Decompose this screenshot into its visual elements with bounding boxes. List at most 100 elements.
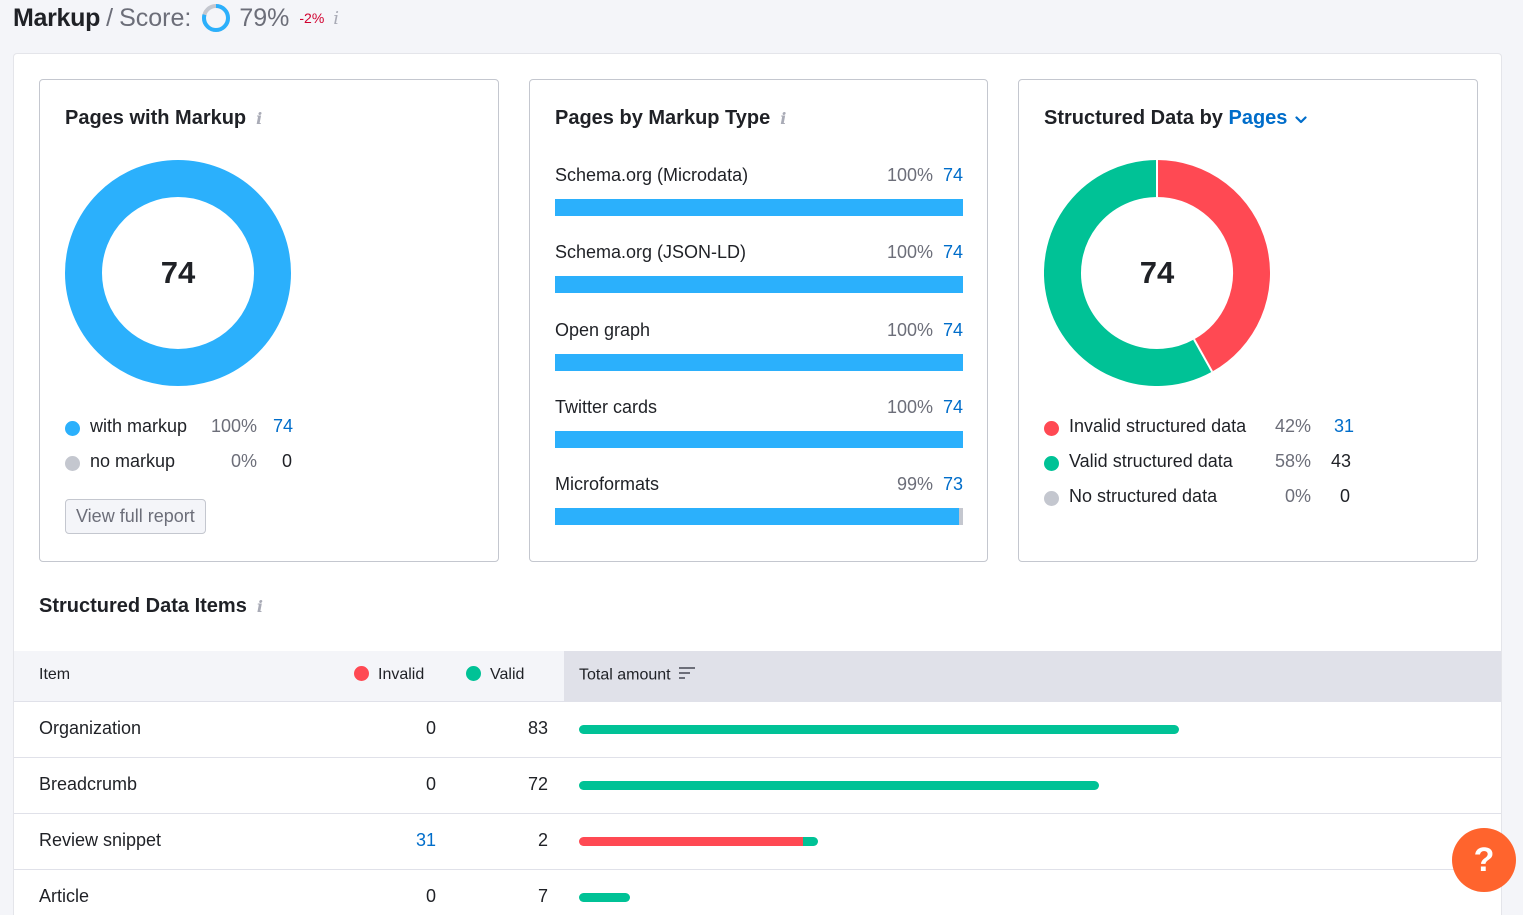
markup-type-row[interactable]: Schema.org (JSON-LD) 100% 74	[555, 239, 963, 316]
markup-type-percent: 100%	[886, 396, 933, 417]
column-header-invalid[interactable]: Invalid	[354, 666, 424, 684]
invalid-count: 0	[425, 718, 436, 738]
progress-track	[555, 276, 963, 294]
legend-dot	[65, 456, 80, 471]
legend-count-link[interactable]: 74	[273, 416, 294, 436]
donut-chart	[65, 160, 291, 386]
markup-type-percent: 100%	[886, 165, 933, 185]
markup-type-row[interactable]: Microformats 99% 73	[555, 471, 963, 548]
progress-track	[555, 199, 963, 216]
item-name: Article	[39, 886, 90, 906]
markup-type-row[interactable]: Schema.org (Microdata) 100% 74	[555, 162, 963, 239]
markup-type-row[interactable]: Open graph 100% 74	[555, 317, 963, 394]
table-row[interactable]: Organization 0 83	[14, 702, 1501, 758]
legend-label: no markup	[90, 451, 176, 471]
donut-chart	[1044, 160, 1270, 386]
valid-count: 2	[537, 830, 548, 850]
legend-dot	[354, 666, 369, 681]
progress-fill	[555, 430, 963, 448]
table-header: Item Invalid Valid Total amount	[14, 651, 1501, 702]
info-icon[interactable]: i	[333, 7, 340, 29]
column-header-item[interactable]: Item	[39, 666, 71, 683]
item-name: Breadcrumb	[39, 774, 138, 794]
view-full-report-button[interactable]: View full report	[65, 499, 206, 534]
donut-total: 74	[1139, 255, 1175, 290]
total-amount-bar	[579, 837, 818, 846]
markup-type-percent: 100%	[886, 242, 933, 263]
valid-structured-data-slice[interactable]	[1044, 160, 1213, 386]
total-amount-bar	[579, 893, 630, 902]
legend-label: Valid structured data	[1069, 451, 1233, 471]
sorted-column-highlight	[564, 651, 1501, 701]
markup-report-panel: Pages with Markup i 74 with markup 100% 7…	[13, 53, 1502, 915]
item-name: Review snippet	[39, 830, 162, 850]
section-title: Structured Data Items i	[39, 595, 263, 618]
progress-fill	[555, 199, 963, 216]
legend-count-link[interactable]: 31	[1334, 416, 1355, 436]
page-title: Markup	[13, 3, 101, 32]
invalid-structured-data-slice[interactable]	[1156, 160, 1270, 372]
table-body: Organization 0 83 Breadcrumb 0 72 Review…	[14, 702, 1501, 915]
legend-count: 43	[1331, 451, 1352, 471]
invalid-bar-segment	[579, 837, 804, 846]
markup-type-count-link[interactable]: 74	[942, 242, 963, 263]
legend-dot	[1044, 491, 1059, 506]
score-delta: -2%	[299, 10, 325, 26]
pages-dropdown-label: Pages	[1228, 107, 1288, 129]
with-markup-slice[interactable]	[65, 160, 291, 386]
donut-total: 74	[160, 255, 196, 290]
valid-count: 83	[527, 718, 548, 738]
column-header-valid[interactable]: Valid	[466, 666, 524, 684]
help-button[interactable]: ?	[1452, 828, 1516, 892]
structured-data-items-table: Item Invalid Valid Total amount Organiza…	[14, 651, 1501, 915]
legend-count: 0	[1340, 486, 1351, 506]
invalid-count: 0	[425, 886, 436, 906]
title-separator: /	[106, 3, 114, 32]
progress-fill	[555, 508, 959, 526]
chevron-down-icon	[1295, 107, 1308, 130]
structured-data-donut[interactable]: 74	[1044, 160, 1270, 386]
legend-dot	[65, 421, 80, 436]
markup-type-label: Schema.org (JSON-LD)	[555, 242, 747, 263]
info-icon[interactable]: i	[780, 109, 787, 128]
markup-type-count-link[interactable]: 74	[942, 396, 963, 417]
legend-percent: 42%	[1274, 416, 1311, 436]
valid-bar-segment	[579, 893, 630, 902]
invalid-count-link[interactable]: 31	[415, 830, 436, 850]
legend-percent: 0%	[1284, 486, 1311, 506]
total-amount-bar	[579, 725, 1179, 734]
sort-icon[interactable]	[678, 666, 695, 685]
total-amount-bar	[579, 781, 1100, 790]
legend-label: No structured data	[1069, 486, 1218, 506]
structured-data-title: Structured Data by	[1044, 107, 1223, 129]
table-row[interactable]: Review snippet 31 2	[14, 814, 1501, 870]
markup-type-count-link[interactable]: 74	[942, 319, 963, 340]
markup-type-row[interactable]: Twitter cards 100% 74	[555, 394, 963, 471]
column-header-total[interactable]: Total amount	[579, 666, 695, 685]
markup-type-label: Schema.org (Microdata)	[555, 165, 749, 185]
info-icon[interactable]: i	[256, 109, 263, 128]
markup-type-label: Open graph	[555, 319, 651, 340]
structured-data-items-title: Structured Data Items	[39, 595, 247, 617]
legend-dot	[1044, 456, 1059, 471]
legend-percent: 100%	[210, 416, 257, 436]
card-title: Structured Data by Pages	[1044, 107, 1308, 130]
valid-bar-segment	[579, 781, 1100, 790]
slice-separator	[1193, 338, 1213, 373]
progress-fill	[555, 276, 963, 294]
table-row[interactable]: Article 0 7	[14, 870, 1501, 915]
item-name: Organization	[39, 718, 142, 738]
legend-percent: 58%	[1274, 451, 1311, 471]
pages-by-markup-type-title: Pages by Markup Type	[555, 107, 771, 129]
column-header-total-label: Total amount	[579, 666, 671, 684]
info-icon[interactable]: i	[256, 597, 263, 616]
legend-count: 0	[282, 451, 293, 471]
card-title: Pages by Markup Type i	[555, 107, 786, 130]
pages-with-markup-donut[interactable]: 74	[65, 160, 291, 386]
valid-count: 7	[537, 886, 548, 906]
legend-percent: 0%	[230, 451, 257, 471]
pages-dropdown[interactable]: Pages	[1229, 107, 1308, 129]
markup-type-count-link[interactable]: 73	[942, 474, 963, 495]
table-row[interactable]: Breadcrumb 0 72	[14, 758, 1501, 814]
markup-type-count-link[interactable]: 74	[942, 165, 963, 185]
